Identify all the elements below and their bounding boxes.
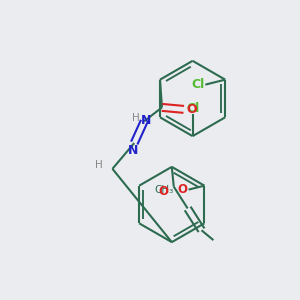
Text: O: O [186,103,197,116]
Text: N: N [128,145,138,158]
Text: H: H [132,113,140,123]
Text: Cl: Cl [192,78,205,91]
Text: H: H [95,160,102,170]
Text: O: O [178,183,188,196]
Text: Cl: Cl [186,102,199,115]
Text: O: O [159,185,169,198]
Text: N: N [141,114,151,127]
Text: CH₃: CH₃ [154,184,173,195]
